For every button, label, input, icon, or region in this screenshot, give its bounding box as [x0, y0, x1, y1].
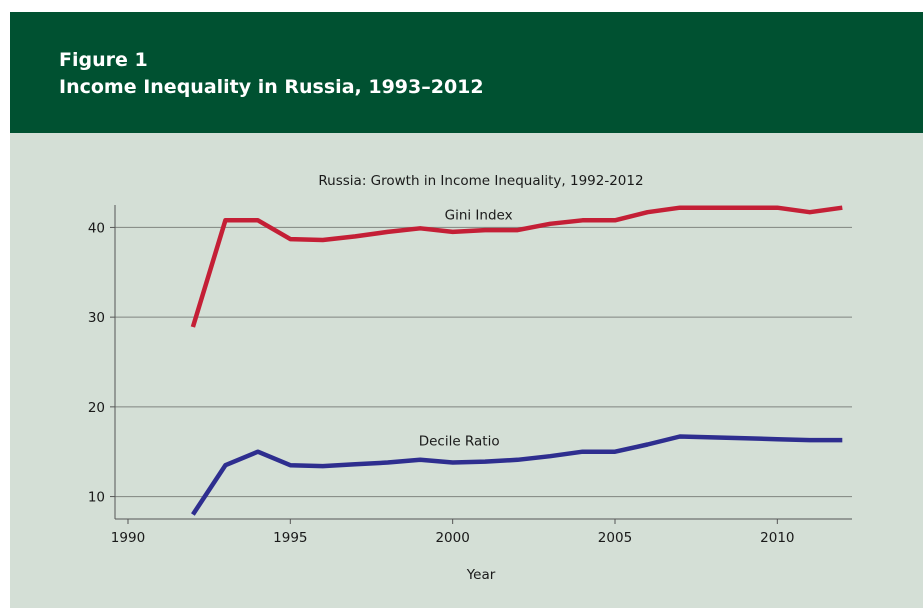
x-tick-label-2010: 2010 [760, 530, 794, 546]
gridlines [115, 226, 852, 498]
figure-number: Figure 1 [59, 49, 148, 71]
x-tick-label-1990: 1990 [111, 530, 145, 546]
series-label-decile-ratio: Decile Ratio [419, 433, 500, 449]
line-chart: 10 20 30 40 1990 1995 2000 2005 2010 Gini Index De… [88, 173, 852, 583]
series-line-gini-index [190, 205, 843, 328]
labels: 10 20 30 40 1990 1995 2000 2005 2010 Gini Index De… [88, 207, 795, 546]
y-tick-label-40: 40 [88, 220, 105, 236]
series-line-decile-ratio [191, 434, 843, 516]
chart-title: Russia: Growth in Income Inequality, 199… [318, 173, 643, 189]
y-tick-label-10: 10 [88, 490, 105, 506]
y-tick-label-30: 30 [88, 310, 105, 326]
y-tick-label-20: 20 [88, 400, 105, 416]
series-lines [190, 205, 843, 516]
x-tick-label-2005: 2005 [598, 530, 632, 546]
x-axis-label: Year [466, 567, 496, 583]
chart-panel: 10 20 30 40 1990 1995 2000 2005 2010 Gini Index De… [10, 133, 923, 608]
axes [110, 205, 852, 524]
x-tick-label-2000: 2000 [435, 530, 469, 546]
x-tick-label-1995: 1995 [273, 530, 307, 546]
figure-header: Figure 1 Income Inequality in Russia, 19… [10, 12, 923, 133]
figure-title: Income Inequality in Russia, 1993–2012 [59, 76, 484, 98]
series-label-gini-index: Gini Index [445, 207, 513, 223]
